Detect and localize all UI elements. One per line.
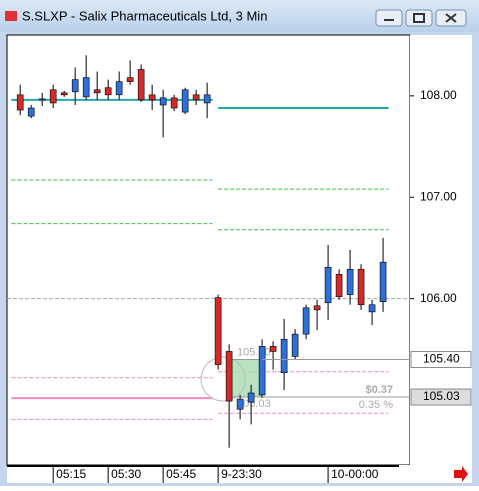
candle-body [247, 392, 255, 403]
maximize-icon [413, 13, 425, 23]
maximize-button[interactable] [405, 9, 433, 27]
candle-body [225, 351, 233, 402]
candle-body [368, 304, 376, 313]
candle-body [159, 97, 167, 106]
y-tick-label: 107.00 [420, 189, 457, 203]
candle-body [137, 69, 145, 101]
candle-body [357, 268, 365, 306]
candle-body [324, 266, 332, 304]
time-axis [7, 465, 472, 483]
candle-body [346, 268, 354, 295]
candle-body [27, 107, 35, 117]
measure-high-label: 105.40 [237, 346, 271, 358]
candle-body [170, 97, 178, 109]
x-tick-label: 10-00:00 [331, 467, 379, 481]
x-tick-label: 05:30 [111, 467, 141, 481]
candle-body [269, 346, 277, 352]
measure-change: $0.37 [365, 384, 393, 396]
close-icon [445, 13, 457, 23]
candle-body [335, 274, 343, 297]
candle-body [71, 79, 79, 93]
candle-body [16, 94, 24, 111]
window-buttons[interactable] [375, 9, 467, 27]
candle-body [126, 77, 134, 82]
candle-body [60, 92, 68, 96]
candle-body [302, 307, 310, 335]
x-tick-label: 05:15 [56, 467, 86, 481]
candle-body [236, 398, 244, 410]
candle-body [93, 89, 101, 94]
candle-body [280, 338, 288, 374]
app-icon [5, 11, 17, 21]
candle-body [115, 81, 123, 96]
minimize-button[interactable] [375, 9, 403, 27]
price-marker-label: 105.03 [423, 389, 460, 403]
candle-body [38, 98, 46, 101]
candle-body [313, 305, 321, 311]
price-marker-box [410, 351, 472, 369]
measure-box [229, 359, 263, 398]
candle-body [148, 94, 156, 101]
y-tick-label: 106.00 [420, 291, 457, 305]
x-tick-label: 9-23:30 [221, 467, 262, 481]
candle-body [379, 261, 387, 303]
measure-anchor [200, 356, 246, 402]
scroll-arrow[interactable] [454, 466, 468, 482]
window-title: S.SLXP - Salix Pharmaceuticals Ltd, 3 Mi… [22, 8, 267, 23]
price-marker-box [410, 388, 472, 406]
candle-body [181, 89, 189, 113]
candle-body [214, 297, 222, 365]
candle-body [104, 87, 112, 96]
candle-body [49, 89, 57, 104]
measure-low-label: 105.03 [237, 398, 271, 410]
price-marker-label: 105.40 [423, 352, 460, 366]
candle-body [192, 94, 200, 101]
x-tick-label: 05:45 [166, 467, 196, 481]
candle-body [258, 346, 266, 396]
candle-body [203, 94, 211, 104]
candle-body [291, 333, 299, 357]
candle-body [82, 77, 90, 98]
plot-area [6, 34, 411, 466]
y-tick-label: 108.00 [420, 88, 457, 102]
measure-percent: 0.35 % [359, 399, 393, 411]
